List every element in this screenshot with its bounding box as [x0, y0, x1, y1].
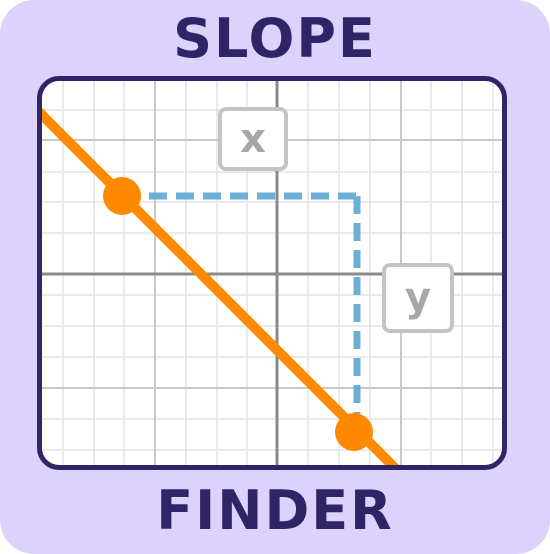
point-1	[103, 177, 141, 215]
graph-canvas	[42, 81, 502, 465]
run-label-x: x	[218, 107, 288, 171]
rise-run-guides	[122, 192, 361, 431]
rise-label-y: y	[382, 263, 454, 333]
slope-line	[42, 107, 400, 465]
graph-panel: x y	[37, 76, 507, 470]
title-slope: SLOPE	[173, 7, 377, 70]
point-2	[335, 413, 373, 451]
title-finder: FINDER	[156, 479, 394, 542]
